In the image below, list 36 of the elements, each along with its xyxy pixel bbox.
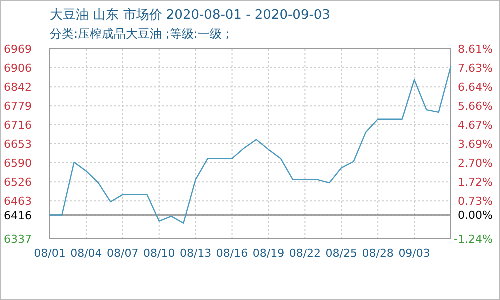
y-tick-label: 6842 <box>4 81 32 94</box>
x-tick-label: 08/25 <box>326 247 358 260</box>
y2-tick-label: 0.73% <box>458 195 493 208</box>
x-tick-label: 08/01 <box>34 247 66 260</box>
y-tick-label: 6526 <box>4 176 32 190</box>
x-tick-label: 08/19 <box>252 247 285 260</box>
line-series <box>49 66 452 224</box>
x-tick-label: 08/04 <box>70 247 102 260</box>
y2-tick-label: 8.61% <box>458 43 493 56</box>
y-tick-label: 6906 <box>4 62 32 75</box>
y2-tick-label: 3.69% <box>458 138 493 151</box>
y2-tick-label: 5.66% <box>458 100 493 113</box>
x-tick-label: 08/07 <box>107 247 139 260</box>
chart-subtitle: 分类:压榨成品大豆油 ;等级:一级 ; <box>50 27 230 41</box>
x-tick-label: 08/13 <box>180 247 212 260</box>
y2-tick-label: 1.72% <box>458 176 493 189</box>
y2-tick-label: 2.70% <box>458 157 493 170</box>
y-tick-label: 6779 <box>4 100 32 114</box>
y-tick-label: 6463 <box>4 195 32 208</box>
x-tick-label: 08/16 <box>216 247 248 260</box>
chart-title: 大豆油 山东 市场价 2020-08-01 - 2020-09-03 <box>50 8 330 23</box>
y-tick-label: 6337 <box>4 233 32 246</box>
y-tick-label: 6416 <box>4 209 32 222</box>
y2-tick-label: -1.24% <box>454 233 493 246</box>
x-tick-label: 09/03 <box>398 247 430 260</box>
y-tick-label: 6590 <box>4 156 32 170</box>
y-tick-label: 6653 <box>4 138 32 151</box>
y2-tick-label: 0.00% <box>458 209 493 222</box>
y-tick-label: 6969 <box>4 43 32 56</box>
y-tick-label: 6716 <box>4 119 32 132</box>
y2-tick-label: 7.63% <box>458 62 493 75</box>
x-tick-label: 08/10 <box>144 247 176 260</box>
y2-tick-label: 4.67% <box>458 119 493 132</box>
x-tick-label: 08/22 <box>289 247 322 260</box>
y2-tick-label: 6.64% <box>458 81 493 94</box>
x-tick-label: 08/28 <box>362 247 394 260</box>
